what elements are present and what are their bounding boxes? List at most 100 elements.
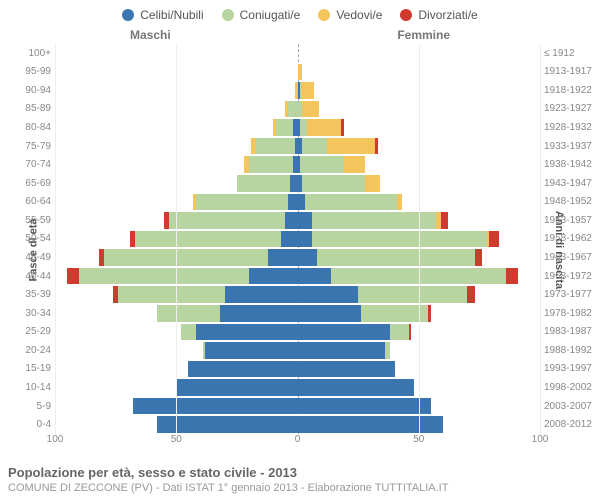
bar-segment: [157, 416, 298, 433]
pyramid-row: 65-691943-1947: [55, 174, 540, 193]
x-tick: 100: [532, 434, 549, 445]
age-label: 100+: [11, 48, 51, 59]
year-label: 1938-1942: [544, 159, 598, 170]
legend-swatch: [222, 9, 234, 21]
year-label: 1953-1957: [544, 215, 598, 226]
pyramid-row: 0-42008-2012: [55, 415, 540, 434]
year-label: 1918-1922: [544, 85, 598, 96]
bar-segment: [298, 194, 305, 211]
year-label: 1968-1972: [544, 271, 598, 282]
bar-segment: [341, 119, 343, 136]
pyramid-row: 5-92003-2007: [55, 397, 540, 416]
age-label: 55-59: [11, 215, 51, 226]
age-label: 70-74: [11, 159, 51, 170]
year-label: 1933-1937: [544, 141, 598, 152]
bar-segment: [276, 119, 293, 136]
pyramid-row: 100+≤ 1912: [55, 44, 540, 63]
bar-segment: [317, 249, 475, 266]
bar-segment: [196, 324, 298, 341]
age-label: 30-34: [11, 308, 51, 319]
bar-segment: [312, 212, 436, 229]
age-label: 85-89: [11, 103, 51, 114]
year-label: 1998-2002: [544, 382, 598, 393]
age-label: 50-54: [11, 233, 51, 244]
footer-subtitle: COMUNE DI ZECCONE (PV) - Dati ISTAT 1° g…: [8, 482, 592, 494]
bar-segment: [312, 231, 487, 248]
bar-segment: [268, 249, 297, 266]
bar-segment: [300, 119, 307, 136]
gridline: [419, 44, 420, 434]
bar-segment: [133, 398, 298, 415]
pyramid-row: 20-241988-1992: [55, 341, 540, 360]
bar-segment: [307, 119, 341, 136]
year-label: 1993-1997: [544, 363, 598, 374]
bar-segment: [298, 361, 395, 378]
year-label: 1913-1917: [544, 66, 598, 77]
bar-segment: [409, 324, 411, 341]
bar-segment: [441, 212, 448, 229]
bar-segment: [302, 82, 314, 99]
bar-segment: [327, 138, 376, 155]
bar-segment: [205, 342, 297, 359]
bar-segment: [298, 212, 313, 229]
pyramid-row: 55-591953-1957: [55, 211, 540, 230]
bar-segment: [118, 286, 225, 303]
pyramid-row: 90-941918-1922: [55, 81, 540, 100]
pyramid-row: 10-141998-2002: [55, 378, 540, 397]
legend-label: Vedovi/e: [336, 8, 382, 22]
pyramid-row: 70-741938-1942: [55, 155, 540, 174]
x-tick: 50: [413, 434, 424, 445]
x-tick: 50: [171, 434, 182, 445]
bar-segment: [385, 342, 390, 359]
gender-labels: Maschi Femmine: [0, 28, 600, 44]
bar-segment: [169, 212, 285, 229]
bar-segment: [288, 194, 298, 211]
label-female: Femmine: [397, 28, 450, 42]
bar-segment: [344, 156, 366, 173]
bar-segment: [298, 379, 414, 396]
year-label: 1978-1982: [544, 308, 598, 319]
x-axis: 10050050100: [55, 434, 540, 450]
bar-segment: [375, 138, 377, 155]
age-label: 45-49: [11, 252, 51, 263]
bar-segment: [298, 342, 385, 359]
legend: Celibi/NubiliConiugati/eVedovi/eDivorzia…: [4, 8, 596, 22]
bar-segment: [220, 305, 298, 322]
bar-segment: [104, 249, 269, 266]
bar-segment: [298, 268, 332, 285]
bar-segment: [298, 64, 303, 81]
bar-segment: [302, 138, 326, 155]
bar-segment: [302, 101, 319, 118]
age-label: 10-14: [11, 382, 51, 393]
legend-swatch: [122, 9, 134, 21]
bar-segment: [298, 249, 317, 266]
age-label: 25-29: [11, 326, 51, 337]
age-label: 80-84: [11, 122, 51, 133]
bar-segment: [196, 194, 288, 211]
bar-segment: [285, 212, 297, 229]
bar-segment: [225, 286, 298, 303]
bar-segment: [298, 305, 361, 322]
label-male: Maschi: [130, 28, 171, 42]
bar-segment: [67, 268, 79, 285]
year-label: 2008-2012: [544, 419, 598, 430]
age-label: 90-94: [11, 85, 51, 96]
bar-segment: [237, 175, 290, 192]
age-label: 65-69: [11, 178, 51, 189]
bar-segment: [176, 379, 297, 396]
pyramid-row: 25-291983-1987: [55, 323, 540, 342]
age-label: 75-79: [11, 141, 51, 152]
year-label: 1958-1962: [544, 233, 598, 244]
chart-footer: Popolazione per età, sesso e stato civil…: [8, 465, 592, 494]
legend-item: Divorziati/e: [400, 8, 477, 22]
pyramid-row: 60-641948-1952: [55, 193, 540, 212]
age-label: 60-64: [11, 196, 51, 207]
year-label: 1983-1987: [544, 326, 598, 337]
year-label: 1923-1927: [544, 103, 598, 114]
bar-segment: [489, 231, 499, 248]
age-label: 0-4: [11, 419, 51, 430]
year-label: 2003-2007: [544, 401, 598, 412]
pyramid-row: 50-541958-1962: [55, 230, 540, 249]
year-label: ≤ 1912: [544, 48, 598, 59]
pyramid-row: 45-491963-1967: [55, 248, 540, 267]
